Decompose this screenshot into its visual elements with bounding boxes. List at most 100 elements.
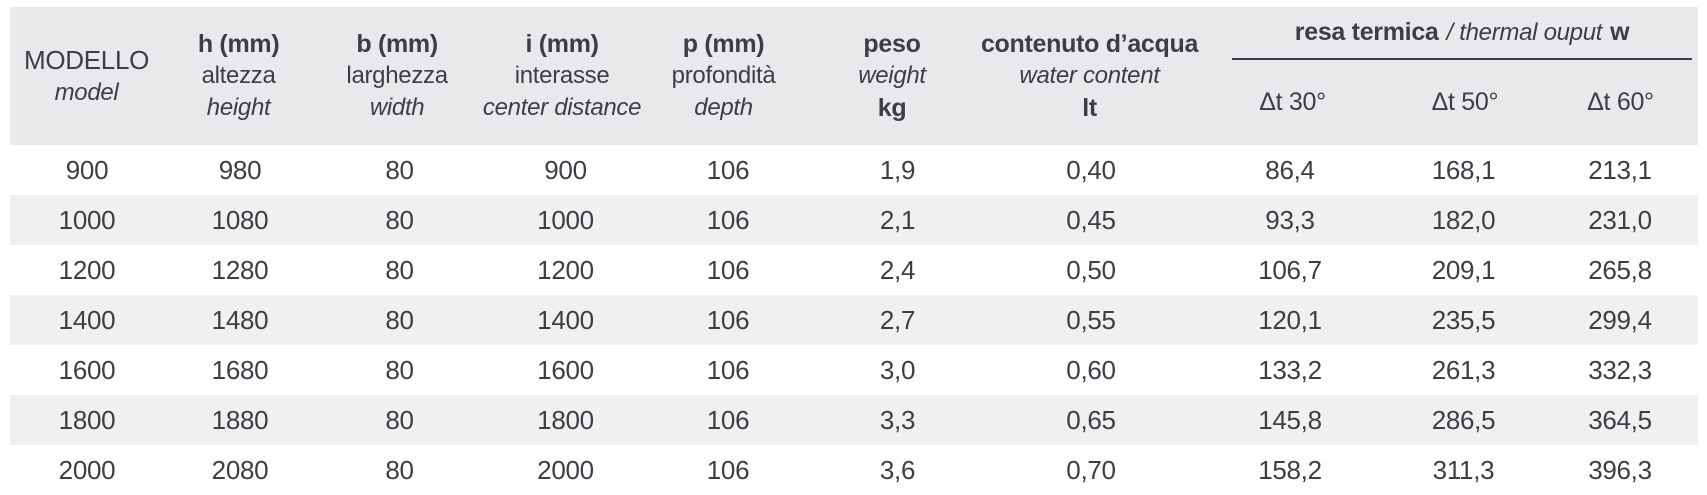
cell-modello: 1600 [58, 354, 116, 385]
cell-peso: 1,9 [879, 154, 916, 185]
cell-modello: 1200 [58, 254, 116, 285]
column-group-resa-termica: resa termica / thermal ouput w Δt 30° Δt… [1198, 7, 1698, 145]
subcolumn-header-dt30: Δt 30° [1259, 88, 1326, 116]
cell-dt50: 235,5 [1431, 304, 1496, 335]
cell-i: 1000 [537, 204, 594, 235]
cell-modello: 2000 [58, 454, 116, 485]
cell-dt30: 86,4 [1265, 154, 1315, 185]
cell-modello: 900 [65, 154, 109, 185]
header-label: MODELLO [24, 44, 150, 75]
column-header-h: h (mm) altezza height [163, 7, 314, 145]
cell-p: 106 [706, 404, 750, 435]
cell-i: 1200 [537, 254, 594, 285]
cell-p: 106 [706, 454, 750, 485]
radiator-spec-table: MODELLO model h (mm) altezza height b (m… [10, 7, 1698, 495]
header-label: peso [863, 29, 921, 58]
cell-peso: 3,3 [879, 404, 916, 435]
cell-b: 80 [385, 454, 414, 485]
header-sublabel: profondità [671, 62, 776, 90]
cell-dt30: 120,1 [1258, 304, 1322, 335]
cell-h: 980 [218, 154, 262, 185]
cell-dt60: 299,4 [1588, 304, 1652, 335]
cell-i: 1400 [537, 304, 594, 335]
cell-contenuto: 0,60 [1066, 354, 1116, 385]
cell-peso: 2,7 [879, 304, 916, 335]
cell-peso: 2,4 [879, 254, 916, 285]
group-unit: w [1610, 18, 1630, 46]
column-header-modello: MODELLO model [10, 7, 163, 145]
cell-h: 2080 [211, 454, 269, 485]
cell-i: 900 [544, 154, 587, 185]
cell-dt50: 168,1 [1431, 154, 1496, 185]
cell-dt50: 311,3 [1432, 454, 1495, 485]
column-header-p: p (mm) profondità depth [644, 7, 803, 145]
cell-p: 106 [706, 254, 750, 285]
table-row: 2000 2080 80 2000 106 3,6 0,70 158,2 311… [10, 445, 1698, 495]
header-label: i (mm) [525, 30, 599, 59]
cell-dt50: 182,0 [1431, 204, 1496, 235]
cell-h: 1680 [211, 354, 269, 385]
cell-p: 106 [706, 304, 750, 335]
header-sublabel: altezza [201, 62, 276, 90]
cell-modello: 1400 [58, 304, 116, 335]
table-row: 900 980 80 900 106 1,9 0,40 86,4 168,1 2… [10, 145, 1698, 195]
cell-contenuto: 0,45 [1066, 204, 1116, 235]
header-unit: kg [877, 94, 907, 123]
cell-dt60: 265,8 [1588, 254, 1652, 285]
cell-i: 2000 [537, 454, 594, 485]
cell-dt60: 364,5 [1588, 404, 1652, 435]
group-title-it: resa termica [1294, 18, 1439, 46]
cell-modello: 1000 [58, 204, 116, 235]
cell-dt50: 209,1 [1431, 254, 1496, 285]
cell-b: 80 [385, 204, 414, 235]
cell-dt50: 261,3 [1431, 354, 1496, 385]
cell-p: 106 [706, 354, 750, 385]
table-row: 1200 1280 80 1200 106 2,4 0,50 106,7 209… [10, 245, 1698, 295]
cell-dt30: 93,3 [1265, 204, 1315, 235]
header-sublabel-en: water content [1019, 61, 1160, 89]
cell-dt60: 396,3 [1588, 454, 1652, 485]
group-subheaders: Δt 30° Δt 50° Δt 60° [1198, 60, 1698, 145]
cell-h: 1080 [211, 204, 269, 235]
header-label: contenuto d’acqua [980, 29, 1199, 58]
subcolumn-header-dt50: Δt 50° [1431, 88, 1499, 116]
cell-dt30: 158,2 [1258, 454, 1322, 485]
cell-dt30: 133,2 [1258, 354, 1322, 385]
column-header-contenuto: contenuto d’acqua water content lt [981, 7, 1198, 145]
column-header-i: i (mm) interasse center distance [480, 7, 644, 145]
cell-contenuto: 0,40 [1066, 154, 1116, 185]
table-row: 1800 1880 80 1800 106 3,3 0,65 145,8 286… [10, 395, 1698, 445]
column-header-b: b (mm) larghezza width [314, 7, 480, 145]
table-row: 1400 1480 80 1400 106 2,7 0,55 120,1 235… [10, 295, 1698, 345]
cell-peso: 2,1 [879, 204, 916, 235]
header-label: b (mm) [356, 30, 438, 59]
cell-contenuto: 0,55 [1066, 304, 1116, 335]
cell-contenuto: 0,50 [1066, 254, 1116, 285]
header-sublabel: model [54, 78, 119, 106]
header-sublabel-en: height [206, 94, 271, 121]
table-row: 1600 1680 80 1600 106 3,0 0,60 133,2 261… [10, 345, 1698, 395]
cell-h: 1880 [211, 404, 269, 435]
group-title: resa termica / thermal ouput w [1232, 7, 1692, 60]
cell-dt60: 332,3 [1588, 354, 1652, 385]
cell-b: 80 [385, 154, 414, 185]
subcolumn-header-dt60: Δt 60° [1587, 88, 1654, 116]
cell-modello: 1800 [58, 404, 116, 435]
header-sublabel-en: depth [694, 94, 753, 121]
cell-h: 1480 [211, 304, 269, 335]
cell-i: 1600 [537, 354, 594, 385]
cell-i: 1800 [537, 404, 594, 435]
cell-peso: 3,0 [879, 354, 916, 385]
cell-p: 106 [706, 204, 750, 235]
column-header-peso: peso weight kg [803, 7, 981, 145]
cell-dt30: 106,7 [1258, 254, 1322, 285]
cell-b: 80 [385, 354, 414, 385]
header-label: h (mm) [197, 30, 280, 59]
cell-dt50: 286,5 [1431, 404, 1496, 435]
header-sublabel: interasse [514, 62, 610, 90]
table-row: 1000 1080 80 1000 106 2,1 0,45 93,3 182,… [10, 195, 1698, 245]
cell-b: 80 [385, 254, 414, 285]
cell-dt60: 231,0 [1588, 204, 1652, 235]
header-unit: lt [1082, 94, 1097, 123]
cell-p: 106 [706, 154, 750, 185]
